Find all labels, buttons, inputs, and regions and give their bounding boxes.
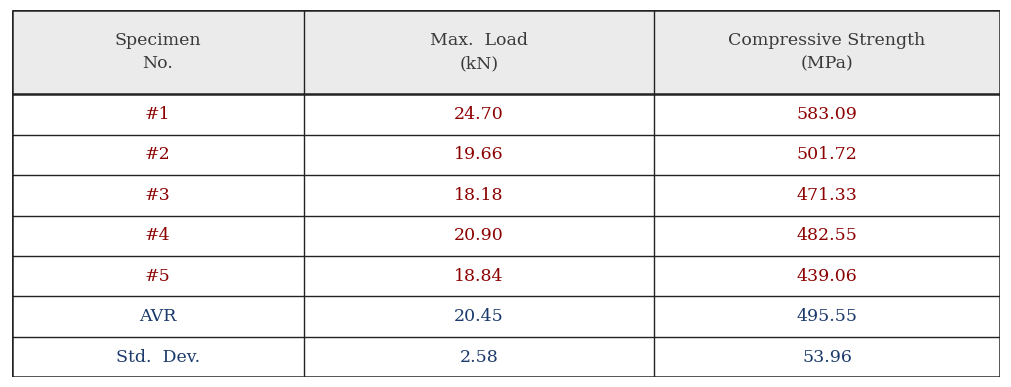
Text: 20.45: 20.45 xyxy=(454,308,503,325)
Text: 18.18: 18.18 xyxy=(454,187,503,204)
Text: 439.06: 439.06 xyxy=(796,268,856,285)
Text: 19.66: 19.66 xyxy=(454,146,503,163)
Text: 18.84: 18.84 xyxy=(454,268,503,285)
Text: 501.72: 501.72 xyxy=(796,146,856,163)
Text: 471.33: 471.33 xyxy=(796,187,856,204)
Text: 2.58: 2.58 xyxy=(459,349,497,366)
Text: 482.55: 482.55 xyxy=(796,227,856,244)
Text: #3: #3 xyxy=(145,187,171,204)
Text: #1: #1 xyxy=(145,106,171,123)
Text: AVR: AVR xyxy=(139,308,176,325)
Text: Max.  Load
(kN): Max. Load (kN) xyxy=(430,32,528,72)
Text: 20.90: 20.90 xyxy=(454,227,503,244)
Text: 495.55: 495.55 xyxy=(796,308,856,325)
Text: Std.  Dev.: Std. Dev. xyxy=(115,349,200,366)
Text: Compressive Strength
(MPa): Compressive Strength (MPa) xyxy=(728,32,925,72)
Text: 24.70: 24.70 xyxy=(454,106,503,123)
Text: 53.96: 53.96 xyxy=(802,349,851,366)
Text: Specimen
No.: Specimen No. xyxy=(114,32,201,72)
Bar xyxy=(12,94,999,377)
Text: #2: #2 xyxy=(145,146,171,163)
Text: 583.09: 583.09 xyxy=(796,106,856,123)
Bar xyxy=(12,10,999,94)
Text: #4: #4 xyxy=(145,227,171,244)
Text: #5: #5 xyxy=(145,268,171,285)
